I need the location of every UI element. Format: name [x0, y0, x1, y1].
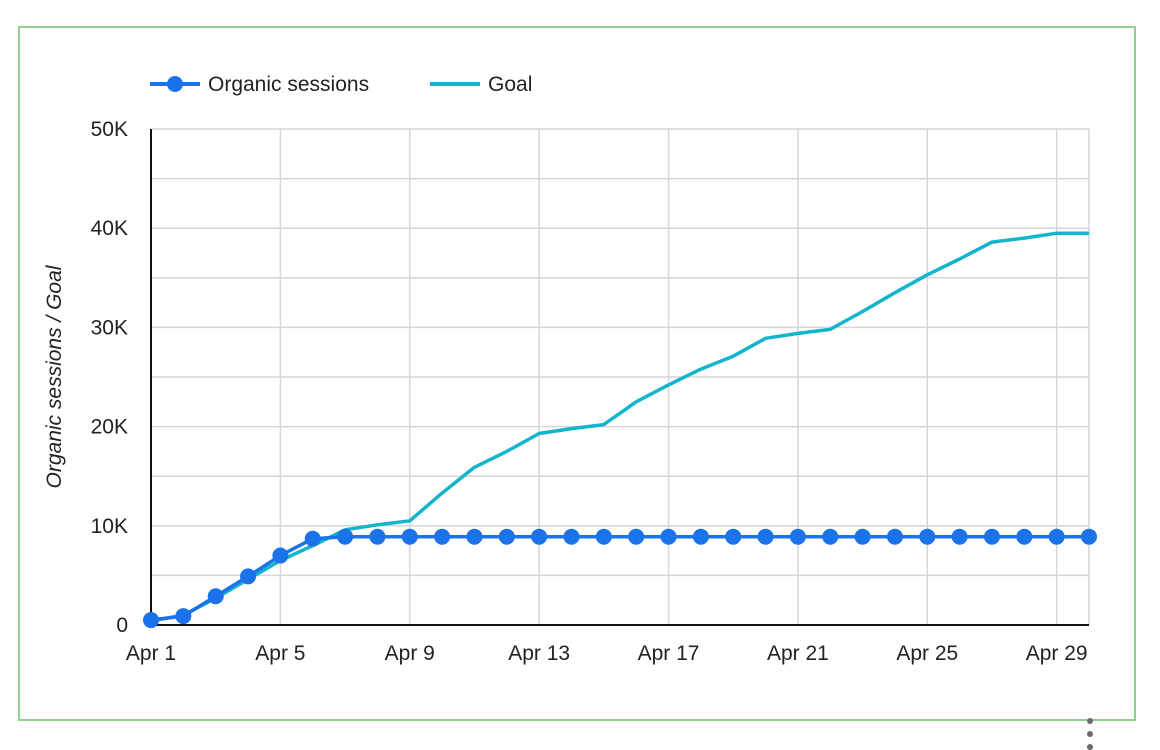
organic-sessions-point — [951, 528, 968, 545]
y-tick-label: 50K — [91, 118, 128, 141]
y-tick-label: 0 — [116, 614, 128, 637]
dot — [1087, 718, 1093, 724]
more-options-icon[interactable] — [1082, 718, 1098, 750]
organic-sessions-point — [595, 528, 612, 545]
x-tick-label: Apr 1 — [126, 642, 176, 665]
organic-sessions-point — [401, 528, 418, 545]
x-axis-ticks: Apr 1 Apr 5 Apr 9 Apr 13 Apr 17 Apr 21 Apr 25 A… — [126, 642, 1088, 665]
organic-sessions-point — [757, 528, 774, 545]
organic-sessions-point — [175, 608, 192, 625]
organic-sessions-point — [207, 588, 224, 605]
organic-sessions-point — [337, 528, 354, 545]
organic-sessions-point — [789, 528, 806, 545]
organic-sessions-point — [563, 528, 580, 545]
organic-sessions-point — [143, 612, 159, 629]
organic-sessions-point — [434, 528, 451, 545]
series-layer — [143, 231, 1097, 629]
organic-sessions-point — [531, 528, 548, 545]
axes — [150, 129, 1089, 626]
y-axis-label: Organic sessions / Goal — [43, 264, 66, 488]
x-tick-label: Apr 29 — [1026, 642, 1088, 665]
grid-lines — [151, 128, 1090, 625]
legend-label-goal: Goal — [488, 73, 532, 96]
y-tick-label: 20K — [91, 416, 128, 439]
organic-sessions-point — [725, 528, 742, 545]
legend: Organic sessions Goal — [150, 73, 532, 96]
organic-sessions-point — [466, 528, 483, 545]
organic-sessions-point — [660, 528, 677, 545]
organic-sessions-point — [983, 528, 1000, 545]
y-axis-ticks: 0 10K 20K 30K 40K 50K — [91, 118, 128, 637]
organic-sessions-point — [919, 528, 936, 545]
goal-line — [150, 231, 1089, 623]
y-tick-label: 40K — [91, 217, 128, 240]
x-tick-label: Apr 25 — [896, 642, 958, 665]
x-tick-label: Apr 17 — [638, 642, 700, 665]
organic-sessions-point — [886, 528, 903, 545]
organic-sessions-point — [854, 528, 871, 545]
y-tick-label: 30K — [91, 316, 128, 339]
organic-sessions-point — [1048, 528, 1065, 545]
organic-sessions-point — [304, 530, 321, 547]
dot — [1087, 744, 1093, 750]
x-tick-label: Apr 9 — [385, 642, 435, 665]
x-tick-label: Apr 21 — [767, 642, 829, 665]
organic-sessions-point — [692, 528, 709, 545]
organic-sessions-point — [240, 568, 257, 585]
x-tick-label: Apr 13 — [508, 642, 570, 665]
organic-sessions-line — [150, 534, 1089, 622]
organic-sessions-point — [1016, 528, 1033, 545]
organic-sessions-point — [822, 528, 839, 545]
organic-sessions-point — [628, 528, 645, 545]
x-tick-label: Apr 5 — [255, 642, 305, 665]
organic-sessions-point — [1081, 528, 1097, 545]
dot — [1087, 731, 1093, 737]
legend-marker-organic-sessions — [167, 76, 183, 92]
organic-sessions-point — [272, 547, 289, 564]
organic-sessions-point — [498, 528, 515, 545]
organic-sessions-point — [369, 528, 386, 545]
y-tick-label: 10K — [91, 515, 128, 538]
legend-label-organic-sessions: Organic sessions — [208, 73, 369, 96]
